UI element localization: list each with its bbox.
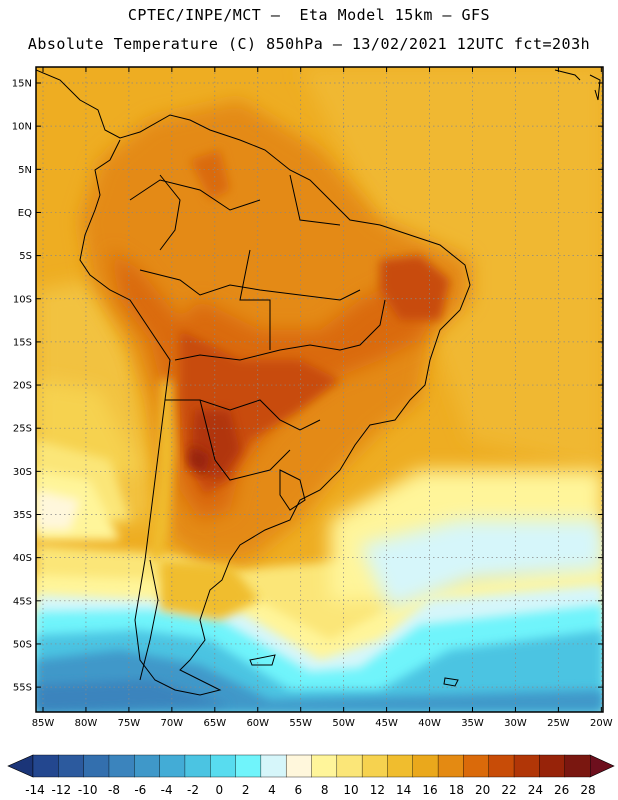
colorbar: -14 -12 -10 -8 -6 -4 -2 0 2 4 6 8 10 12 14 16 18 20 22 24 26… [7, 754, 615, 797]
colorbar-swatch [488, 754, 515, 778]
lat-label: 10S [13, 294, 32, 305]
colorbar-tick-label: 12 [370, 783, 385, 797]
lon-label: 40W [418, 718, 441, 729]
colorbar-tick-label: -2 [187, 783, 199, 797]
colorbar-tick-label: -8 [108, 783, 120, 797]
title-line-1: CPTEC/INPE/MCT — Eta Model 15km — GFS [127, 6, 491, 24]
colorbar-tick-label: 8 [321, 783, 329, 797]
colorbar-tick-label: -12 [52, 783, 72, 797]
colorbar-over-arrow [589, 754, 615, 778]
colorbar-swatch [235, 754, 262, 778]
lat-label: 30S [13, 467, 32, 478]
colorbar-tick-label: 0 [216, 783, 224, 797]
colorbar-tick-label: 18 [449, 783, 464, 797]
colorbar-tick-label: 2 [242, 783, 250, 797]
lat-label: 40S [13, 553, 32, 564]
lon-label: 55W [289, 718, 312, 729]
colorbar-under-arrow [7, 754, 34, 778]
colorbar-tick-label: 10 [343, 783, 358, 797]
lat-label: 10N [12, 122, 32, 133]
longitude-axis: 85W 80W 75W 70W 65W 60W 55W 50W 45W 40W 35W 30W 25W 2… [32, 67, 613, 729]
colorbar-tick-label: 16 [422, 783, 437, 797]
colorbar-swatch [564, 754, 591, 778]
lat-label: 50S [13, 639, 32, 650]
colorbar-tick-label: 26 [554, 783, 569, 797]
title-line-2: Absolute Temperature (C) 850hPa — 13/02/… [27, 35, 591, 53]
colorbar-swatch [260, 754, 287, 778]
lat-label: 5N [18, 165, 32, 176]
lat-label: 5S [19, 251, 32, 262]
colorbar-tick-label: 24 [528, 783, 543, 797]
lat-label: 25S [13, 424, 32, 435]
lat-label: 15N [12, 79, 32, 90]
lat-label: 15S [13, 337, 32, 348]
lon-label: 25W [547, 718, 570, 729]
colorbar-swatch [108, 754, 135, 778]
colorbar-tick-label: -10 [78, 783, 98, 797]
colorbar-tick-label: -4 [161, 783, 173, 797]
lon-label: 60W [246, 718, 269, 729]
map-frame [35, 66, 604, 713]
lon-label: 80W [75, 718, 98, 729]
colorbar-swatch [463, 754, 490, 778]
colorbar-swatch [539, 754, 566, 778]
lon-label: 85W [32, 718, 55, 729]
graticule [37, 68, 602, 711]
lon-label: 20W [590, 718, 613, 729]
colorbar-swatch [387, 754, 414, 778]
colorbar-swatch [285, 754, 313, 778]
colorbar-tick-label: 4 [268, 783, 276, 797]
lon-label: 45W [375, 718, 398, 729]
colorbar-tick-label: 20 [475, 783, 490, 797]
colorbar-swatch [32, 754, 59, 778]
colorbar-swatch [412, 754, 439, 778]
colorbar-tick-label: 6 [295, 783, 303, 797]
colorbar-tick-label: 28 [580, 783, 595, 797]
colorbar-swatch [513, 754, 540, 778]
colorbar-tick-label: 14 [396, 783, 411, 797]
lon-label: 70W [161, 718, 184, 729]
field-layer [36, 67, 603, 712]
lon-label: 50W [332, 718, 355, 729]
lon-label: 35W [461, 718, 484, 729]
colorbar-swatch [134, 754, 161, 778]
lon-label: 30W [504, 718, 527, 729]
latitude-axis: 15N 10N 5N EQ 5S 10S 15S 20S 25S 30S 35S 40S 45S 50S 5… [12, 79, 603, 694]
colorbar-swatch [159, 754, 186, 778]
lon-label: 75W [118, 718, 141, 729]
colorbar-swatch [58, 754, 85, 778]
colorbar-tick-label: 22 [501, 783, 516, 797]
colorbar-swatch [184, 754, 211, 778]
colorbar-swatch [361, 754, 388, 778]
lat-label: 35S [13, 510, 32, 521]
lat-label: 45S [13, 596, 32, 607]
colorbar-swatch [210, 754, 237, 778]
colorbar-tick-label: -6 [134, 783, 146, 797]
lat-label: 55S [13, 683, 32, 694]
colorbar-tick-label: -14 [25, 783, 45, 797]
coastlines [36, 69, 601, 696]
lat-label: 20S [13, 381, 32, 392]
colorbar-swatch [83, 754, 110, 778]
lat-label: EQ [18, 208, 32, 219]
lon-label: 65W [203, 718, 226, 729]
colorbar-swatch [437, 754, 464, 778]
colorbar-swatch [336, 754, 363, 778]
colorbar-swatch [311, 754, 338, 778]
